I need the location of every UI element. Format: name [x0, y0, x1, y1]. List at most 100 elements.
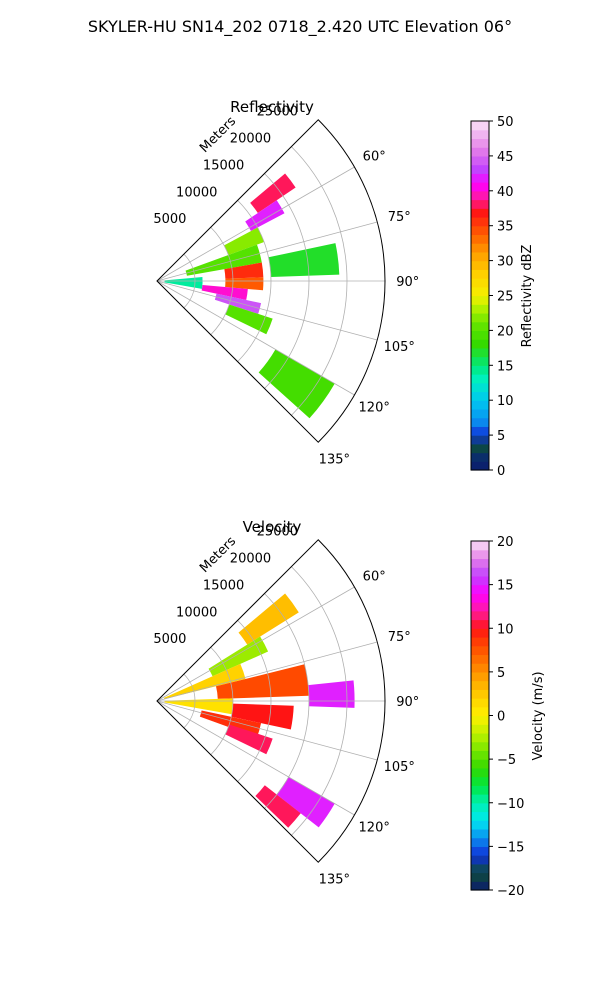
colorbar-step: [471, 619, 489, 629]
colorbar-step: [471, 173, 489, 183]
radar-cell: [225, 277, 264, 291]
colorbar-step: [471, 558, 489, 568]
colorbar-tick-label: −10: [497, 797, 524, 812]
reflectivity-panel: Reflectivity 5000 10000 15000 20000 25000 60…: [153, 98, 419, 467]
colorbar-step: [471, 330, 489, 340]
colorbar-step: [471, 689, 489, 699]
colorbar-step: [471, 269, 489, 279]
radar-cell: [231, 703, 294, 730]
colorbar-step: [471, 802, 489, 813]
radar-cell: [208, 636, 269, 677]
azimuth-spoke: [156, 700, 355, 816]
range-tick-label: 25000: [257, 525, 298, 540]
azimuth-tick-label: 135°: [319, 872, 350, 887]
colorbar-step: [471, 461, 489, 471]
colorbar-step: [471, 732, 489, 743]
colorbar-step: [471, 382, 489, 393]
azimuth-tick-label: 75°: [388, 210, 411, 225]
azimuth-tick-label: 105°: [384, 760, 415, 775]
reflectivity-grid: [156, 119, 386, 443]
azimuth-tick-label: 75°: [388, 630, 411, 645]
colorbar-tick-label: 45: [497, 150, 514, 165]
radar-cell: [238, 593, 299, 645]
velocity-panel-title: Velocity: [243, 518, 302, 536]
range-tick-label: 10000: [176, 185, 217, 200]
colorbar-step: [471, 584, 489, 594]
reflectivity-cells: [164, 173, 340, 419]
colorbar-step: [471, 706, 489, 717]
colorbar-tick-label: 40: [497, 185, 514, 200]
colorbar-step: [471, 121, 489, 131]
colorbar-tick-label: 20: [497, 535, 514, 550]
colorbar-step: [471, 759, 489, 769]
colorbar-step: [471, 654, 489, 664]
colorbar-step: [471, 863, 489, 874]
velocity-colorbar-ticks: −20 −15 −10 −5 0 5 10 15 20: [489, 535, 524, 899]
colorbar-tick-label: 35: [497, 220, 514, 235]
radar-cell: [250, 173, 296, 214]
colorbar-step: [471, 452, 489, 462]
radar-cell: [225, 304, 273, 335]
colorbar-step: [471, 182, 489, 192]
radar-cell: [164, 698, 233, 715]
range-tick-label: 20000: [230, 552, 271, 567]
reflectivity-range-ticks: 5000 10000 15000 20000 25000: [153, 105, 298, 227]
colorbar-step: [471, 741, 489, 751]
colorbar-step: [471, 593, 489, 603]
range-tick-label: 25000: [257, 105, 298, 120]
colorbar-step: [471, 750, 489, 760]
colorbar-step: [471, 575, 489, 586]
colorbar-step: [471, 443, 489, 454]
colorbar-step: [471, 374, 489, 384]
velocity-colorbar: −20 −15 −10 −5 0 5 10 15 20 Velocity (m/s): [470, 535, 546, 899]
azimuth-tick-label: 135°: [319, 452, 350, 467]
colorbar-step: [471, 671, 489, 682]
azimuth-tick-label: 105°: [384, 340, 415, 355]
reflectivity-panel-title: Reflectivity: [230, 98, 314, 116]
colorbar-step: [471, 216, 489, 227]
colorbar-tick-label: −15: [497, 840, 524, 855]
colorbar-step: [471, 321, 489, 331]
radar-cell: [225, 724, 273, 755]
azimuth-spoke: [156, 280, 378, 341]
colorbar-step: [471, 602, 489, 612]
radar-cell: [224, 227, 265, 256]
colorbar-step: [471, 628, 489, 638]
range-tick-label: 5000: [153, 212, 186, 227]
colorbar-tick-label: 50: [497, 115, 514, 130]
azimuth-tick-label: 120°: [359, 820, 390, 835]
colorbar-step: [471, 347, 489, 358]
colorbar-step: [471, 278, 489, 288]
colorbar-tick-label: 5: [497, 429, 505, 444]
radar-cell: [163, 663, 246, 700]
radar-cell: [224, 262, 264, 279]
colorbar-step: [471, 785, 489, 795]
colorbar-step: [471, 837, 489, 847]
colorbar-step: [471, 724, 489, 734]
colorbar-step: [471, 715, 489, 725]
colorbar-step: [471, 417, 489, 427]
radar-cell: [276, 777, 335, 828]
azimuth-spoke: [156, 641, 378, 702]
colorbar-step: [471, 260, 489, 270]
colorbar-step: [471, 391, 489, 401]
colorbar-step: [471, 199, 489, 209]
colorbar-step: [471, 129, 489, 140]
radar-cell: [201, 284, 248, 300]
colorbar-step: [471, 549, 489, 560]
colorbar-step: [471, 304, 489, 314]
colorbar-tick-label: 30: [497, 255, 514, 270]
radar-cell: [215, 664, 309, 699]
range-tick-label: 10000: [176, 605, 217, 620]
velocity-colorbar-steps: [471, 541, 489, 891]
colorbar-tick-label: 20: [497, 324, 514, 339]
colorbar-step: [471, 312, 489, 323]
reflectivity-colorbar: 0 5 10 15 20 25 30 35 40 45 50 Reflectivity dBZ: [470, 115, 535, 479]
colorbar-step: [471, 610, 489, 621]
azimuth-tick-label: 90°: [396, 695, 419, 710]
azimuth-spoke: [156, 586, 355, 702]
reflectivity-colorbar-ticks: 0 5 10 15 20 25 30 35 40 45 50: [489, 115, 514, 479]
colorbar-step: [471, 339, 489, 349]
velocity-panel: Velocity 5000 10000 15000 20000 25000 60° 75°…: [153, 518, 419, 887]
